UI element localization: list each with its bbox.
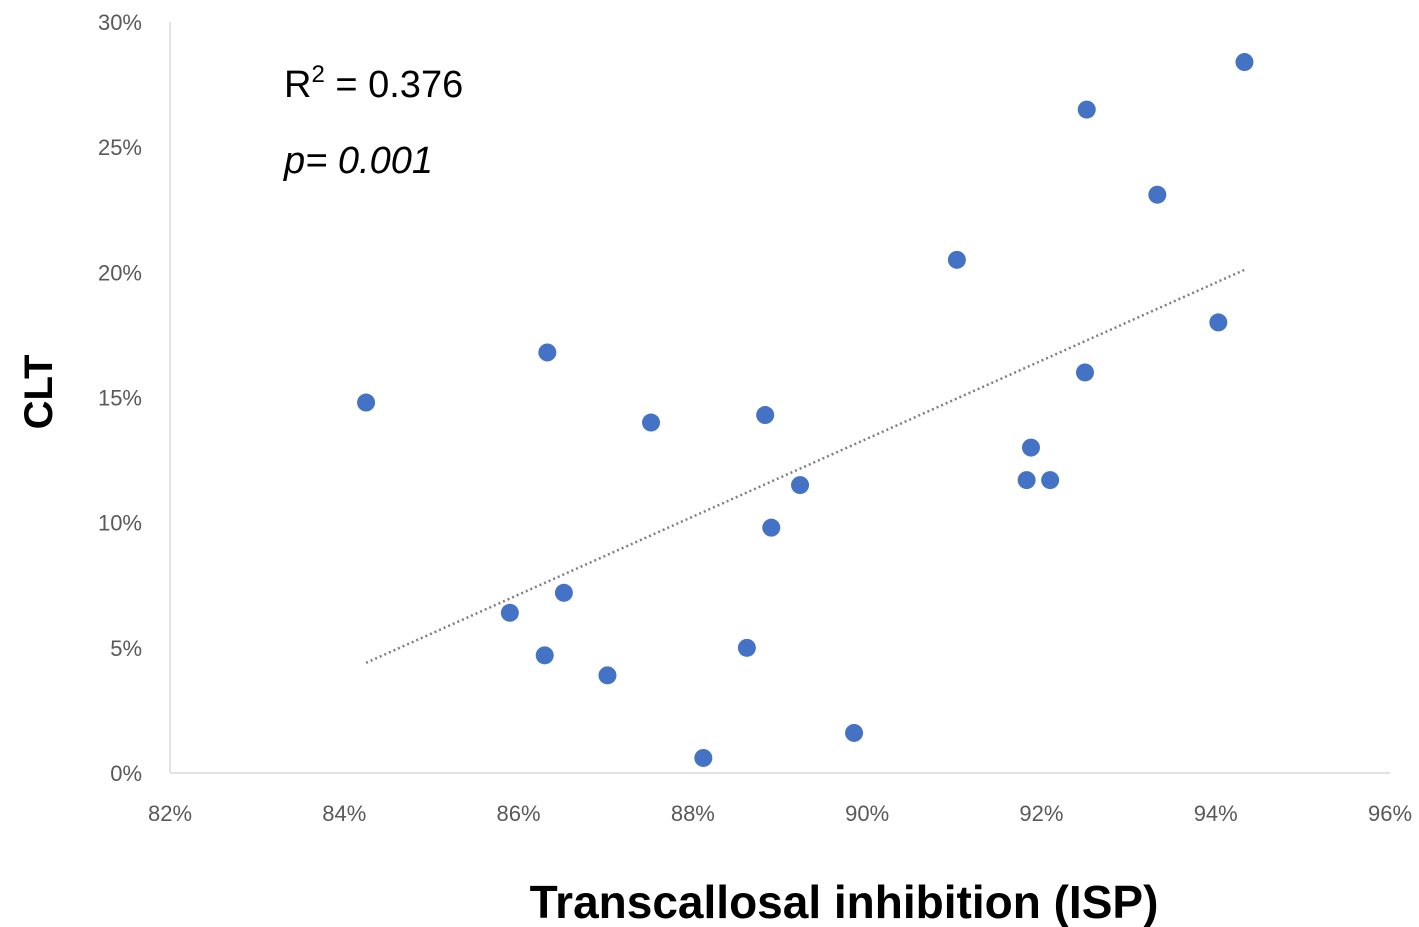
y-tick-label: 15% — [98, 386, 142, 411]
data-point — [357, 393, 376, 412]
data-point — [1209, 313, 1228, 332]
data-point — [1235, 53, 1254, 72]
data-point — [791, 476, 810, 495]
data-point — [1021, 438, 1040, 457]
y-tick-label: 0% — [110, 761, 142, 786]
y-tick-label: 30% — [98, 10, 142, 35]
data-point — [598, 666, 617, 685]
x-tick-label: 84% — [322, 801, 366, 826]
x-tick-label: 86% — [497, 801, 541, 826]
y-tick-label: 25% — [98, 135, 142, 160]
x-tick-label: 92% — [1019, 801, 1063, 826]
data-point — [737, 638, 756, 657]
data-point — [1017, 471, 1036, 490]
r-squared-superscript: 2 — [311, 61, 324, 88]
r-squared-value: = 0.376 — [325, 64, 463, 106]
data-point — [947, 250, 966, 269]
y-axis-title: CLT — [17, 355, 61, 430]
y-tick-labels: 0% 5% 10% 15% 20% 25% 30% — [98, 10, 142, 786]
x-tick-label: 82% — [148, 801, 192, 826]
data-point — [642, 413, 661, 432]
x-tick-label: 90% — [845, 801, 889, 826]
data-point — [762, 518, 781, 537]
x-tick-label: 88% — [671, 801, 715, 826]
x-tick-labels: 82% 84% 86% 88% 90% 92% 94% 96% — [148, 801, 1412, 826]
data-point — [500, 603, 519, 622]
data-point — [1041, 471, 1060, 490]
data-points — [357, 53, 1254, 767]
data-point — [845, 723, 864, 742]
data-point — [554, 583, 573, 602]
r-squared-letter: R — [284, 64, 311, 106]
x-tick-label: 94% — [1194, 801, 1238, 826]
data-point — [535, 646, 554, 665]
axes — [169, 22, 1390, 774]
x-axis-title: Transcallosal inhibition (ISP) — [530, 876, 1159, 927]
p-value-annotation: p= 0.001 — [283, 140, 433, 182]
y-tick-label: 20% — [98, 260, 142, 285]
data-point — [1148, 185, 1167, 204]
trendline-layer — [365, 268, 1245, 664]
x-tick-label: 96% — [1368, 801, 1412, 826]
y-tick-label: 10% — [98, 511, 142, 536]
data-point — [538, 343, 557, 362]
trendline — [365, 268, 1245, 664]
data-point — [1077, 100, 1096, 119]
y-tick-label: 5% — [110, 636, 142, 661]
data-point — [756, 406, 775, 425]
data-point — [1076, 363, 1094, 382]
data-point — [694, 748, 713, 767]
r-squared-annotation: R2 = 0.376 — [284, 61, 463, 106]
